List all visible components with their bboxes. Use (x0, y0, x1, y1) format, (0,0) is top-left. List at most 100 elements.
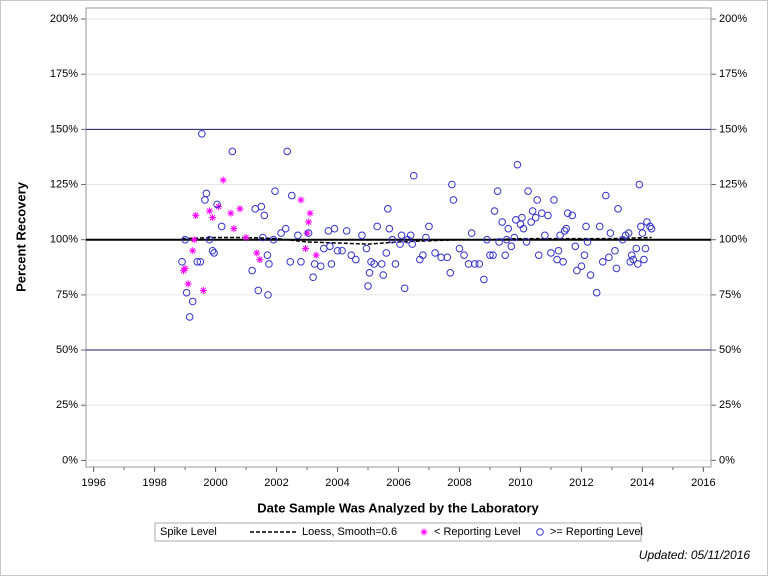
circle-point (547, 249, 555, 257)
circle-point (490, 207, 499, 215)
circle-point (419, 251, 427, 259)
circle-point (271, 187, 279, 195)
circle-point (635, 180, 644, 189)
circle-point (265, 260, 273, 268)
legend-label: >= Reporting Level (550, 526, 643, 538)
circle-point (358, 231, 366, 240)
circle-point (213, 200, 221, 209)
y-axis-title: Percent Recovery (13, 181, 28, 292)
y-tick-label: 75% (56, 289, 78, 301)
y2-tick-label: 0% (719, 454, 735, 466)
circle-point (377, 260, 386, 268)
circle-point (406, 231, 415, 240)
circle-point (606, 229, 615, 237)
star-point (189, 247, 197, 255)
star-point (209, 214, 217, 222)
circle-point (495, 238, 503, 246)
circle-point (217, 222, 226, 231)
circle-point (254, 286, 263, 295)
circle-point (397, 231, 406, 240)
circle-point (196, 257, 205, 266)
y2-tick-label: 200% (719, 13, 747, 25)
star-point (236, 205, 244, 213)
circle-point (263, 251, 272, 259)
x-tick-label: 2000 (203, 477, 227, 489)
circle-point (259, 233, 267, 242)
x-axis-title: Date Sample Was Analyzed by the Laborato… (257, 500, 539, 515)
x-tick-label: 1998 (142, 477, 166, 489)
circle-point (385, 224, 394, 233)
circle-point (510, 233, 519, 242)
circle-point (283, 147, 292, 156)
circle-point (347, 251, 356, 259)
star-point (256, 256, 264, 264)
circle-point (364, 282, 372, 290)
star-point (227, 209, 235, 217)
circle-point (533, 196, 542, 204)
circle-point (287, 191, 296, 200)
circle-point (379, 271, 388, 279)
circle-point (562, 224, 570, 233)
circle-point (286, 257, 295, 266)
circle-point (544, 211, 552, 220)
circle-point (448, 180, 456, 189)
star-point (205, 207, 213, 215)
footnote: Updated: 05/11/2016 (639, 548, 751, 562)
plot-frame (85, 7, 712, 468)
legend-circle (536, 528, 544, 536)
circle-point (365, 269, 374, 277)
y2-tick-label: 175% (719, 68, 747, 80)
circle-point (504, 224, 513, 233)
x-tick-label: 2006 (386, 477, 410, 489)
circle-point (400, 284, 409, 293)
circle-point (638, 229, 647, 237)
circle-point (425, 222, 433, 231)
circle-point (362, 244, 371, 253)
circle-point (480, 275, 488, 284)
circle-point (248, 266, 256, 275)
circle-point (470, 260, 479, 268)
circle-point (528, 207, 537, 215)
circle-point (629, 255, 638, 264)
circle-point (437, 253, 445, 262)
x-tick-label: 2012 (569, 477, 593, 489)
star-point (230, 225, 238, 233)
circle-point (333, 246, 342, 255)
circle-point (391, 260, 400, 268)
circle-point (304, 229, 313, 237)
circle-point (627, 251, 636, 259)
star-point (215, 203, 223, 211)
y2-tick-label: 125% (719, 178, 747, 190)
circle-point (193, 257, 202, 266)
star-point (253, 249, 261, 257)
star-point (302, 245, 310, 253)
y2-tick-label: 150% (719, 123, 747, 135)
circle-point (257, 202, 266, 211)
circle-point (489, 251, 497, 259)
legend-box (154, 522, 642, 542)
circle-point (518, 213, 526, 222)
circle-point (501, 251, 510, 259)
circle-point (373, 222, 381, 231)
circle-point (182, 288, 191, 297)
y-tick-label: 150% (50, 123, 78, 135)
y-tick-label: 200% (50, 13, 78, 25)
circle-point (580, 251, 589, 259)
x-tick-label: 2002 (264, 477, 288, 489)
circle-point (554, 246, 563, 255)
circle-point (493, 187, 502, 195)
y2-tick-label: 75% (719, 289, 741, 301)
circle-point (577, 262, 586, 270)
circle-point (309, 273, 317, 282)
circle-point (409, 171, 418, 180)
circle-point (513, 160, 522, 169)
legend-label: < Reporting Level (434, 526, 521, 538)
circle-point (571, 242, 580, 251)
circle-point (408, 240, 417, 248)
circle-point (264, 291, 272, 299)
circle-point (330, 224, 339, 233)
circle-point (443, 253, 452, 262)
circle-point (464, 260, 473, 268)
